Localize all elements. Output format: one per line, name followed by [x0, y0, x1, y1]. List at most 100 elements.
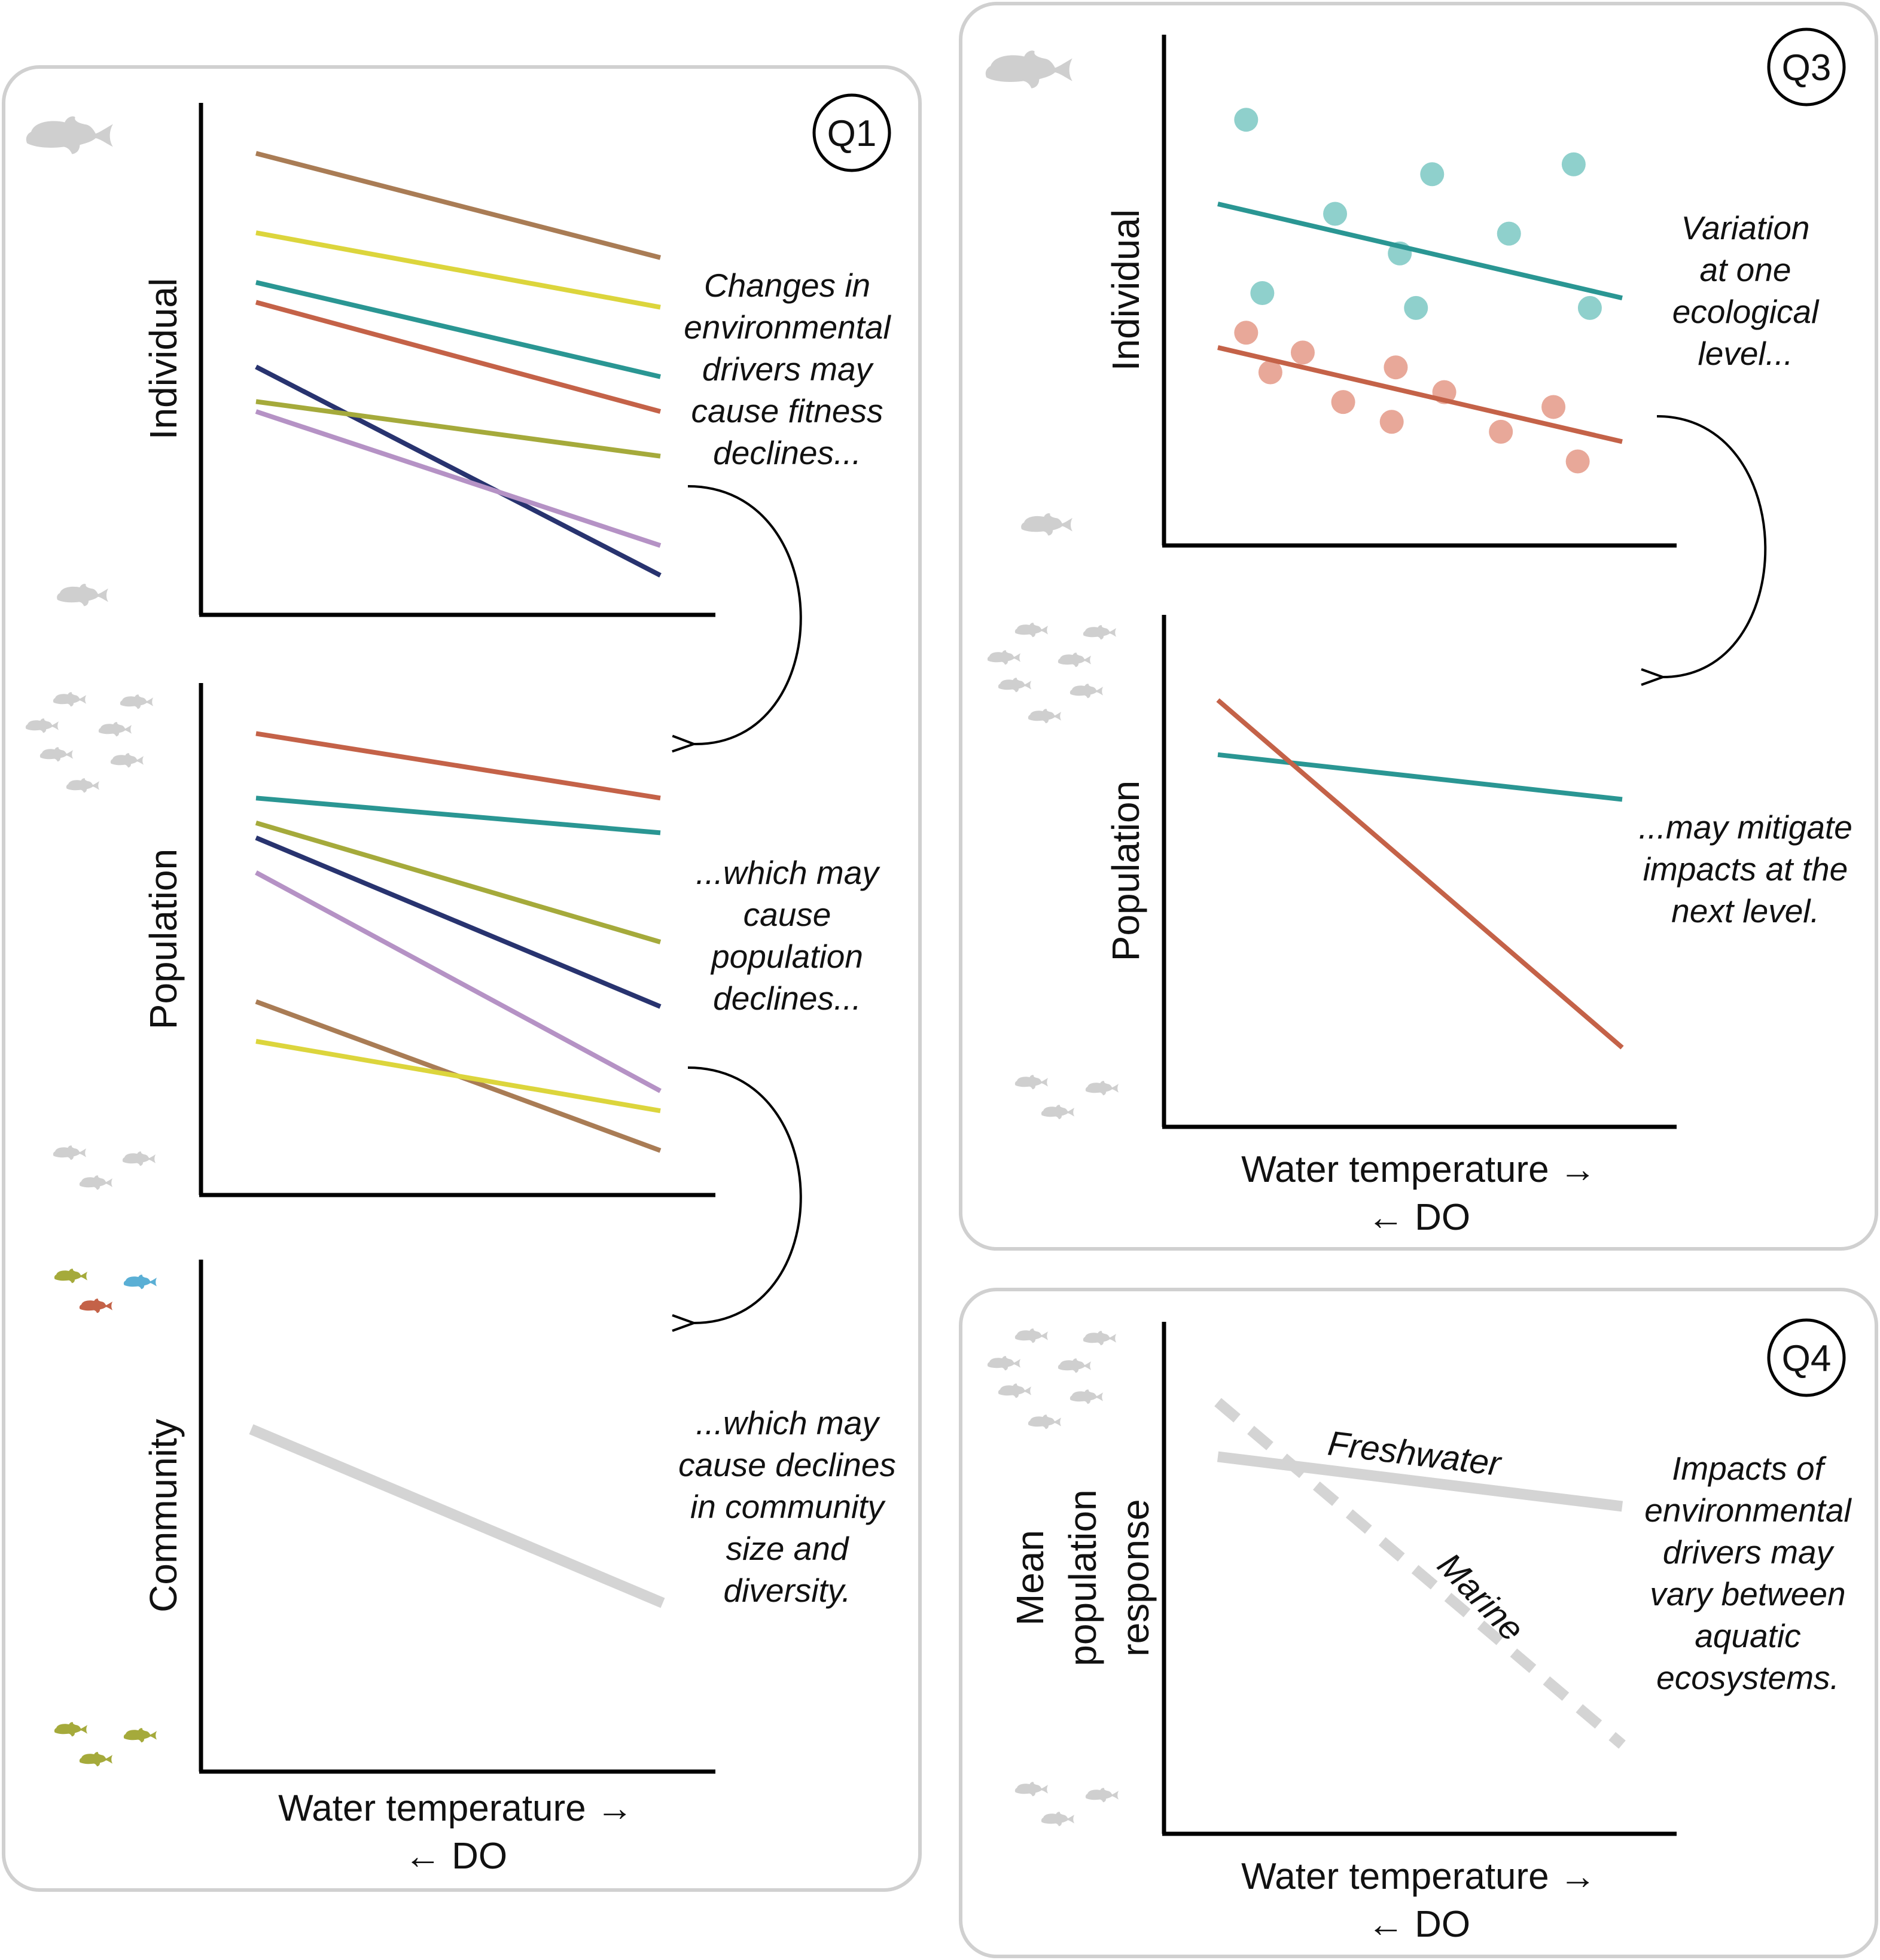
- q1-xlabel: Water temperature →: [278, 1788, 633, 1829]
- fish-silhouette-icon: [54, 1722, 157, 1767]
- series-line-red: [255, 731, 661, 801]
- q1-community-ylabel: Community: [142, 1419, 185, 1612]
- trend-line-red: [1217, 345, 1623, 444]
- q3-badge: Q3: [1767, 28, 1846, 106]
- note-line: Variation: [1681, 209, 1809, 246]
- curved-arrow-icon: [1657, 415, 1767, 677]
- axis-label-line: Mean: [1008, 1530, 1052, 1626]
- note-line: next level.: [1671, 892, 1820, 929]
- q1-population-ylabel: Population: [142, 849, 185, 1029]
- q3-individual-note: Variation at one ecological level...: [1672, 209, 1820, 372]
- q3-xlabel: Water temperature →: [1241, 1149, 1596, 1190]
- series-line-teal: [255, 795, 661, 836]
- q4-xlabel-secondary: ← DO: [1367, 1904, 1470, 1945]
- note-line: ...may mitigate: [1638, 809, 1852, 846]
- q3-badge-label: Q3: [1782, 47, 1832, 89]
- fish-silhouette-icon: [54, 1269, 157, 1313]
- note-line: declines...: [713, 980, 861, 1017]
- series-line-navy: [255, 364, 662, 578]
- note-line: cause: [744, 896, 831, 933]
- note-line: impacts at the: [1643, 851, 1848, 888]
- scatter-point-red: [1290, 340, 1315, 365]
- q3-individual-axes: [1162, 35, 1677, 548]
- fish-silhouette-icon: [26, 116, 113, 154]
- series-line-red: [255, 300, 662, 414]
- series-line-lavender: [255, 870, 662, 1093]
- note-line: ecosystems.: [1656, 1659, 1839, 1696]
- curved-arrow-icon: [688, 1066, 802, 1323]
- note-line: ...which may: [696, 854, 880, 891]
- trend-line-teal: [1217, 202, 1623, 301]
- note-line: ecological: [1672, 293, 1820, 330]
- q1-population-axes: [199, 683, 715, 1197]
- q1-badge-label: Q1: [827, 113, 877, 154]
- scatter-point-teal: [1577, 295, 1602, 320]
- q3-population-axes: [1162, 615, 1677, 1129]
- scatter-point-red: [1234, 321, 1259, 345]
- scatter-point-teal: [1323, 202, 1348, 226]
- series-line-marine: [1214, 1398, 1626, 1749]
- q4-badge-label: Q4: [1782, 1338, 1832, 1379]
- fish-silhouette-icon: [57, 584, 108, 606]
- note-line: population: [710, 938, 863, 975]
- note-line: declines...: [713, 434, 861, 471]
- axis-label-line: response: [1114, 1499, 1157, 1656]
- series-line-teal: [255, 280, 661, 379]
- axis-label-line: population: [1061, 1489, 1104, 1666]
- q4-axes: [1162, 1322, 1677, 1836]
- q4-note: Impacts of environmental drivers may vary b…: [1644, 1450, 1852, 1696]
- note-line: at one: [1700, 251, 1791, 288]
- scatter-point-red: [1384, 355, 1408, 380]
- q3-population-lines: [1216, 698, 1624, 1050]
- scatter-point-red: [1258, 360, 1282, 385]
- series-line-brown: [255, 151, 661, 260]
- series-line-navy: [255, 836, 662, 1009]
- fish-silhouette-icon: [1014, 1075, 1119, 1120]
- scatter-point-teal: [1234, 108, 1259, 132]
- q1-individual-axes: [199, 103, 715, 617]
- series-line-yellow: [255, 1039, 661, 1114]
- series-line-yellow: [255, 230, 661, 310]
- note-line: size and: [726, 1530, 850, 1567]
- scatter-point-red: [1541, 395, 1566, 419]
- scatter-point-red: [1331, 390, 1355, 414]
- q1-community-lines: [249, 1424, 665, 1608]
- q4-ylabel: Mean population response: [1008, 1489, 1157, 1666]
- fish-silhouette-icon: [985, 50, 1072, 89]
- note-line: level...: [1698, 335, 1793, 372]
- q3-individual-plot: [1217, 108, 1623, 474]
- note-line: aquatic: [1695, 1617, 1800, 1654]
- q1-xlabel-secondary: ← DO: [404, 1836, 507, 1877]
- note-line: in community: [690, 1488, 886, 1525]
- scatter-point-teal: [1404, 295, 1428, 320]
- scatter-point-red: [1565, 449, 1590, 474]
- q1-panel-frame: [2, 65, 922, 1892]
- note-line: vary between: [1650, 1575, 1845, 1612]
- q1-individual-lines: [255, 151, 662, 578]
- scatter-point-red: [1379, 410, 1404, 434]
- note-line: Changes in: [704, 267, 870, 304]
- note-line: cause declines: [678, 1446, 896, 1483]
- scatter-point-teal: [1497, 221, 1521, 246]
- q1-community-note: ...which may cause declines in community si…: [678, 1404, 896, 1609]
- note-line: ...which may: [696, 1404, 880, 1441]
- q4-panel-frame: [959, 1288, 1878, 1958]
- fish-silhouette-icon: [25, 692, 154, 793]
- q4-series-label-marine: Marine: [1430, 1546, 1532, 1649]
- note-line: environmental: [1644, 1492, 1852, 1529]
- note-line: environmental: [684, 309, 891, 346]
- scatter-point-teal: [1250, 281, 1275, 305]
- q3-panel-frame: [959, 2, 1878, 1251]
- scatter-point-teal: [1420, 162, 1445, 187]
- q3-xlabel-secondary: ← DO: [1367, 1197, 1470, 1238]
- scatter-point-teal: [1561, 152, 1586, 176]
- q1-population-note: ...which may cause population declines...: [696, 854, 880, 1017]
- series-line-olive: [255, 399, 661, 459]
- q1-individual-ylabel: Individual: [142, 278, 185, 440]
- series-line-red: [1216, 698, 1624, 1050]
- note-line: Impacts of: [1672, 1450, 1827, 1487]
- fish-silhouette-icon: [987, 623, 1117, 724]
- note-line: drivers may: [1663, 1534, 1835, 1571]
- q1-badge: Q1: [812, 93, 891, 172]
